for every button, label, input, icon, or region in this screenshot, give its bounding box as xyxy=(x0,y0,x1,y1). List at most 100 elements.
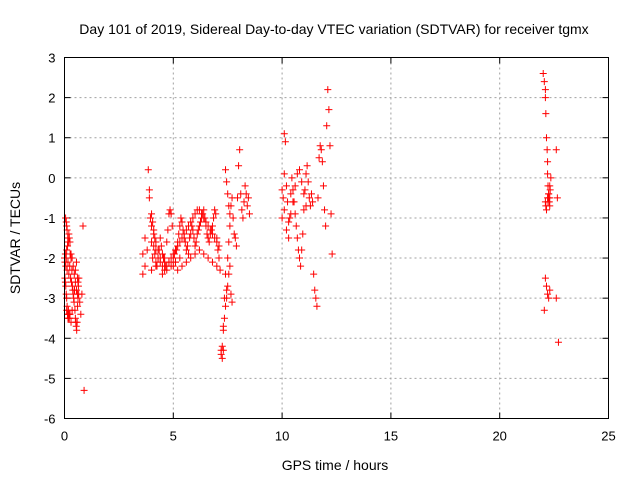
data-point xyxy=(176,254,184,262)
data-point xyxy=(279,194,287,202)
data-point xyxy=(554,338,562,346)
data-point xyxy=(301,186,309,194)
data-point xyxy=(73,318,81,326)
data-point xyxy=(245,210,253,218)
data-point xyxy=(161,254,169,262)
y-axis-label: SDTVAR / TECUs xyxy=(7,182,23,294)
data-point xyxy=(152,238,160,246)
data-point xyxy=(74,302,82,310)
data-point xyxy=(293,170,301,178)
data-point xyxy=(139,250,147,258)
data-point xyxy=(171,246,179,254)
data-point xyxy=(326,142,334,150)
data-point xyxy=(224,254,232,262)
data-point xyxy=(552,146,560,154)
data-point xyxy=(208,258,216,266)
data-point xyxy=(65,230,73,238)
data-point xyxy=(322,222,330,230)
data-point xyxy=(544,170,552,178)
data-point xyxy=(540,306,548,314)
data-point xyxy=(163,238,171,246)
data-point xyxy=(222,302,230,310)
data-point xyxy=(309,198,317,206)
data-point xyxy=(206,226,214,234)
data-point xyxy=(187,218,195,226)
data-point xyxy=(148,222,156,230)
data-point xyxy=(168,222,176,230)
data-point xyxy=(149,218,157,226)
data-point xyxy=(141,262,149,270)
data-point xyxy=(182,258,190,266)
data-point xyxy=(544,158,552,166)
y-tick-labels: -6 -5 -4 -3 -2 -1 0 1 2 3 xyxy=(44,51,56,427)
data-point xyxy=(64,242,72,250)
data-point xyxy=(217,350,225,358)
plot-frame xyxy=(64,57,609,419)
x-tick-label: 10 xyxy=(275,429,289,444)
data-point xyxy=(141,234,149,242)
data-point xyxy=(193,230,201,238)
data-point xyxy=(194,226,202,234)
data-point xyxy=(289,198,297,206)
data-point xyxy=(288,174,296,182)
data-point xyxy=(208,230,216,238)
data-point xyxy=(69,262,77,270)
data-point xyxy=(553,194,561,202)
data-point xyxy=(282,182,290,190)
data-point xyxy=(150,226,158,234)
data-point xyxy=(64,258,72,266)
x-tick-label: 15 xyxy=(384,429,398,444)
data-point xyxy=(287,210,295,218)
data-point xyxy=(292,222,300,230)
data-point xyxy=(300,206,308,214)
data-point xyxy=(212,210,220,218)
data-point xyxy=(224,282,232,290)
y-tick-label: -4 xyxy=(44,331,56,346)
data-point xyxy=(148,266,156,274)
data-point xyxy=(242,190,250,198)
data-point xyxy=(328,250,336,258)
data-point xyxy=(200,214,208,222)
data-point xyxy=(204,234,212,242)
data-point xyxy=(154,254,162,262)
data-point xyxy=(302,202,310,210)
data-point xyxy=(541,94,549,102)
y-tick-label: -2 xyxy=(44,251,56,266)
x-tick-label: 5 xyxy=(170,429,177,444)
data-point xyxy=(214,246,222,254)
data-point xyxy=(62,282,70,290)
data-point xyxy=(190,234,198,242)
data-point xyxy=(321,206,329,214)
y-tick-label: 2 xyxy=(48,91,55,106)
data-point xyxy=(71,266,79,274)
data-point xyxy=(191,210,199,218)
data-point xyxy=(204,254,212,262)
data-point xyxy=(210,214,218,222)
data-point xyxy=(204,222,212,230)
data-point xyxy=(79,222,87,230)
data-point xyxy=(300,190,308,198)
data-point xyxy=(286,214,294,222)
data-point xyxy=(236,146,244,154)
data-point xyxy=(67,318,75,326)
data-point xyxy=(195,206,203,214)
data-point xyxy=(211,206,219,214)
data-point xyxy=(195,222,203,230)
data-point xyxy=(145,194,153,202)
x-tick-label: 25 xyxy=(601,429,615,444)
data-point xyxy=(156,258,164,266)
data-point xyxy=(303,162,311,170)
data-point xyxy=(226,210,234,218)
data-point xyxy=(200,250,208,258)
data-point xyxy=(540,78,548,86)
data-point xyxy=(240,198,248,206)
y-tick-label: -5 xyxy=(44,371,56,386)
data-point xyxy=(311,286,319,294)
data-point xyxy=(278,214,286,222)
data-point xyxy=(191,242,199,250)
data-point xyxy=(195,246,203,254)
data-point xyxy=(327,210,335,218)
y-tick-label: 1 xyxy=(48,131,55,146)
data-point xyxy=(285,234,293,242)
data-point xyxy=(544,290,552,298)
